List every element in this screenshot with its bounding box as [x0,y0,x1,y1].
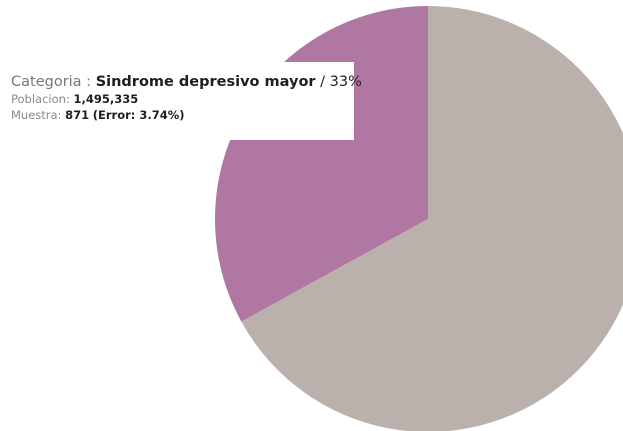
tooltip-category-line: Categoria : Sindrome depresivo mayor / 3… [11,73,362,91]
tooltip-category-value: Sindrome depresivo mayor [95,74,316,90]
tooltip-sample-label: Muestra: [11,108,62,122]
tooltip-category-label: Categoria [11,74,82,90]
pie-slice-other[interactable] [241,6,623,431]
tooltip-sample-value: 871 [65,108,90,122]
tooltip-population-value: 1,495,335 [73,92,139,106]
tooltip-sample-line: Muestra: 871 (Error: 3.74%) [11,107,354,123]
tooltip-error-text: (Error: 3.74%) [92,108,185,122]
tooltip-population-line: Poblacion: 1,495,335 [11,91,354,107]
tooltip-population-label: Poblacion: [11,92,70,106]
tooltip-category-separator: : [81,74,96,90]
tooltip-percent: / 33% [320,74,362,90]
chart-tooltip: Categoria : Sindrome depresivo mayor / 3… [0,62,362,140]
